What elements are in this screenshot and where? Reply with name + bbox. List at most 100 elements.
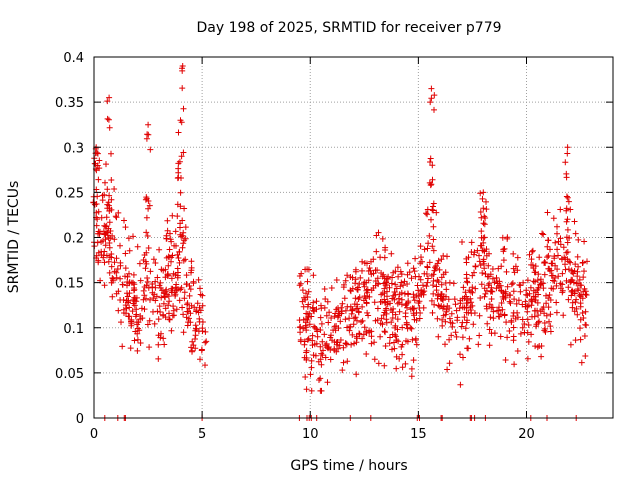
- data-point: [342, 277, 349, 284]
- data-point: [339, 308, 345, 315]
- data-point: [144, 321, 151, 328]
- data-point: [510, 288, 517, 295]
- data-point: [307, 371, 314, 378]
- data-point: [530, 265, 537, 272]
- data-point: [384, 301, 391, 308]
- data-point: [184, 322, 191, 329]
- data-point: [126, 280, 133, 287]
- data-point: [165, 302, 172, 309]
- data-point: [476, 252, 482, 259]
- data-point: [524, 329, 531, 336]
- data-point: [114, 266, 121, 272]
- data-point: [577, 325, 583, 332]
- data-point: [479, 195, 486, 202]
- data-point: [573, 305, 580, 312]
- data-point: [528, 302, 535, 309]
- data-point: [363, 351, 370, 357]
- data-point: [101, 259, 108, 266]
- data-point: [353, 371, 360, 378]
- data-point: [551, 253, 558, 260]
- data-point: [387, 334, 393, 341]
- data-point: [117, 262, 124, 269]
- data-point: [302, 266, 309, 273]
- data-point: [344, 358, 351, 365]
- data-point: [529, 313, 535, 320]
- data-point: [310, 307, 317, 314]
- data-point: [161, 341, 168, 348]
- data-point: [414, 282, 421, 289]
- data-point: [430, 282, 436, 289]
- data-point: [179, 244, 186, 251]
- data-point: [339, 300, 346, 307]
- data-point: [168, 238, 175, 245]
- data-point: [511, 269, 518, 276]
- data-point: [145, 131, 152, 138]
- data-point: [368, 340, 375, 347]
- data-point: [119, 281, 126, 288]
- data-point: [179, 85, 186, 92]
- data-point: [536, 254, 543, 261]
- data-point: [372, 317, 379, 324]
- data-point: [519, 316, 526, 323]
- data-point: [297, 329, 304, 336]
- data-point: [113, 255, 120, 262]
- data-point: [297, 280, 304, 287]
- data-point: [316, 377, 322, 383]
- data-point: [317, 314, 324, 321]
- data-point: [504, 334, 511, 341]
- data-point: [108, 251, 115, 257]
- data-point: [584, 258, 590, 265]
- data-point: [530, 278, 537, 285]
- data-point: [484, 320, 491, 327]
- data-point: [564, 249, 571, 255]
- data-point: [176, 297, 183, 304]
- data-point: [381, 254, 388, 261]
- data-point: [428, 297, 435, 304]
- data-point: [183, 281, 190, 288]
- data-point: [357, 274, 364, 281]
- data-point: [425, 275, 431, 282]
- data-point: [188, 258, 195, 265]
- data-point: [104, 98, 111, 105]
- data-point: [133, 306, 140, 313]
- data-point: [394, 316, 401, 323]
- data-point: [574, 268, 581, 275]
- data-point: [91, 201, 98, 208]
- data-point: [430, 203, 436, 210]
- data-point: [398, 289, 405, 296]
- data-point: [478, 281, 485, 288]
- data-point: [470, 321, 477, 328]
- data-point: [476, 258, 483, 265]
- data-point: [397, 283, 404, 290]
- data-point: [477, 209, 484, 215]
- data-point: [403, 321, 410, 328]
- data-point: [428, 181, 435, 188]
- data-point: [143, 260, 150, 267]
- data-point: [383, 279, 390, 286]
- data-point: [499, 293, 506, 300]
- data-point: [342, 307, 349, 314]
- x-tick-label: 20: [518, 427, 535, 442]
- data-point: [124, 273, 131, 280]
- data-point: [186, 292, 193, 299]
- data-point: [524, 277, 531, 284]
- data-point: [142, 265, 149, 272]
- data-point: [395, 295, 402, 302]
- data-point: [534, 307, 541, 314]
- data-point: [190, 342, 197, 349]
- data-point: [580, 315, 587, 321]
- data-point: [152, 284, 159, 291]
- data-point: [557, 206, 564, 213]
- data-point: [463, 309, 470, 316]
- data-point: [502, 357, 509, 363]
- data-point: [572, 337, 579, 344]
- data-point: [393, 337, 400, 344]
- data-point: [375, 360, 382, 367]
- data-point: [446, 336, 453, 343]
- data-point: [187, 310, 194, 317]
- data-point: [468, 299, 475, 306]
- data-point: [489, 288, 496, 295]
- data-point: [366, 329, 373, 336]
- data-point: [174, 251, 181, 258]
- data-point: [304, 311, 311, 317]
